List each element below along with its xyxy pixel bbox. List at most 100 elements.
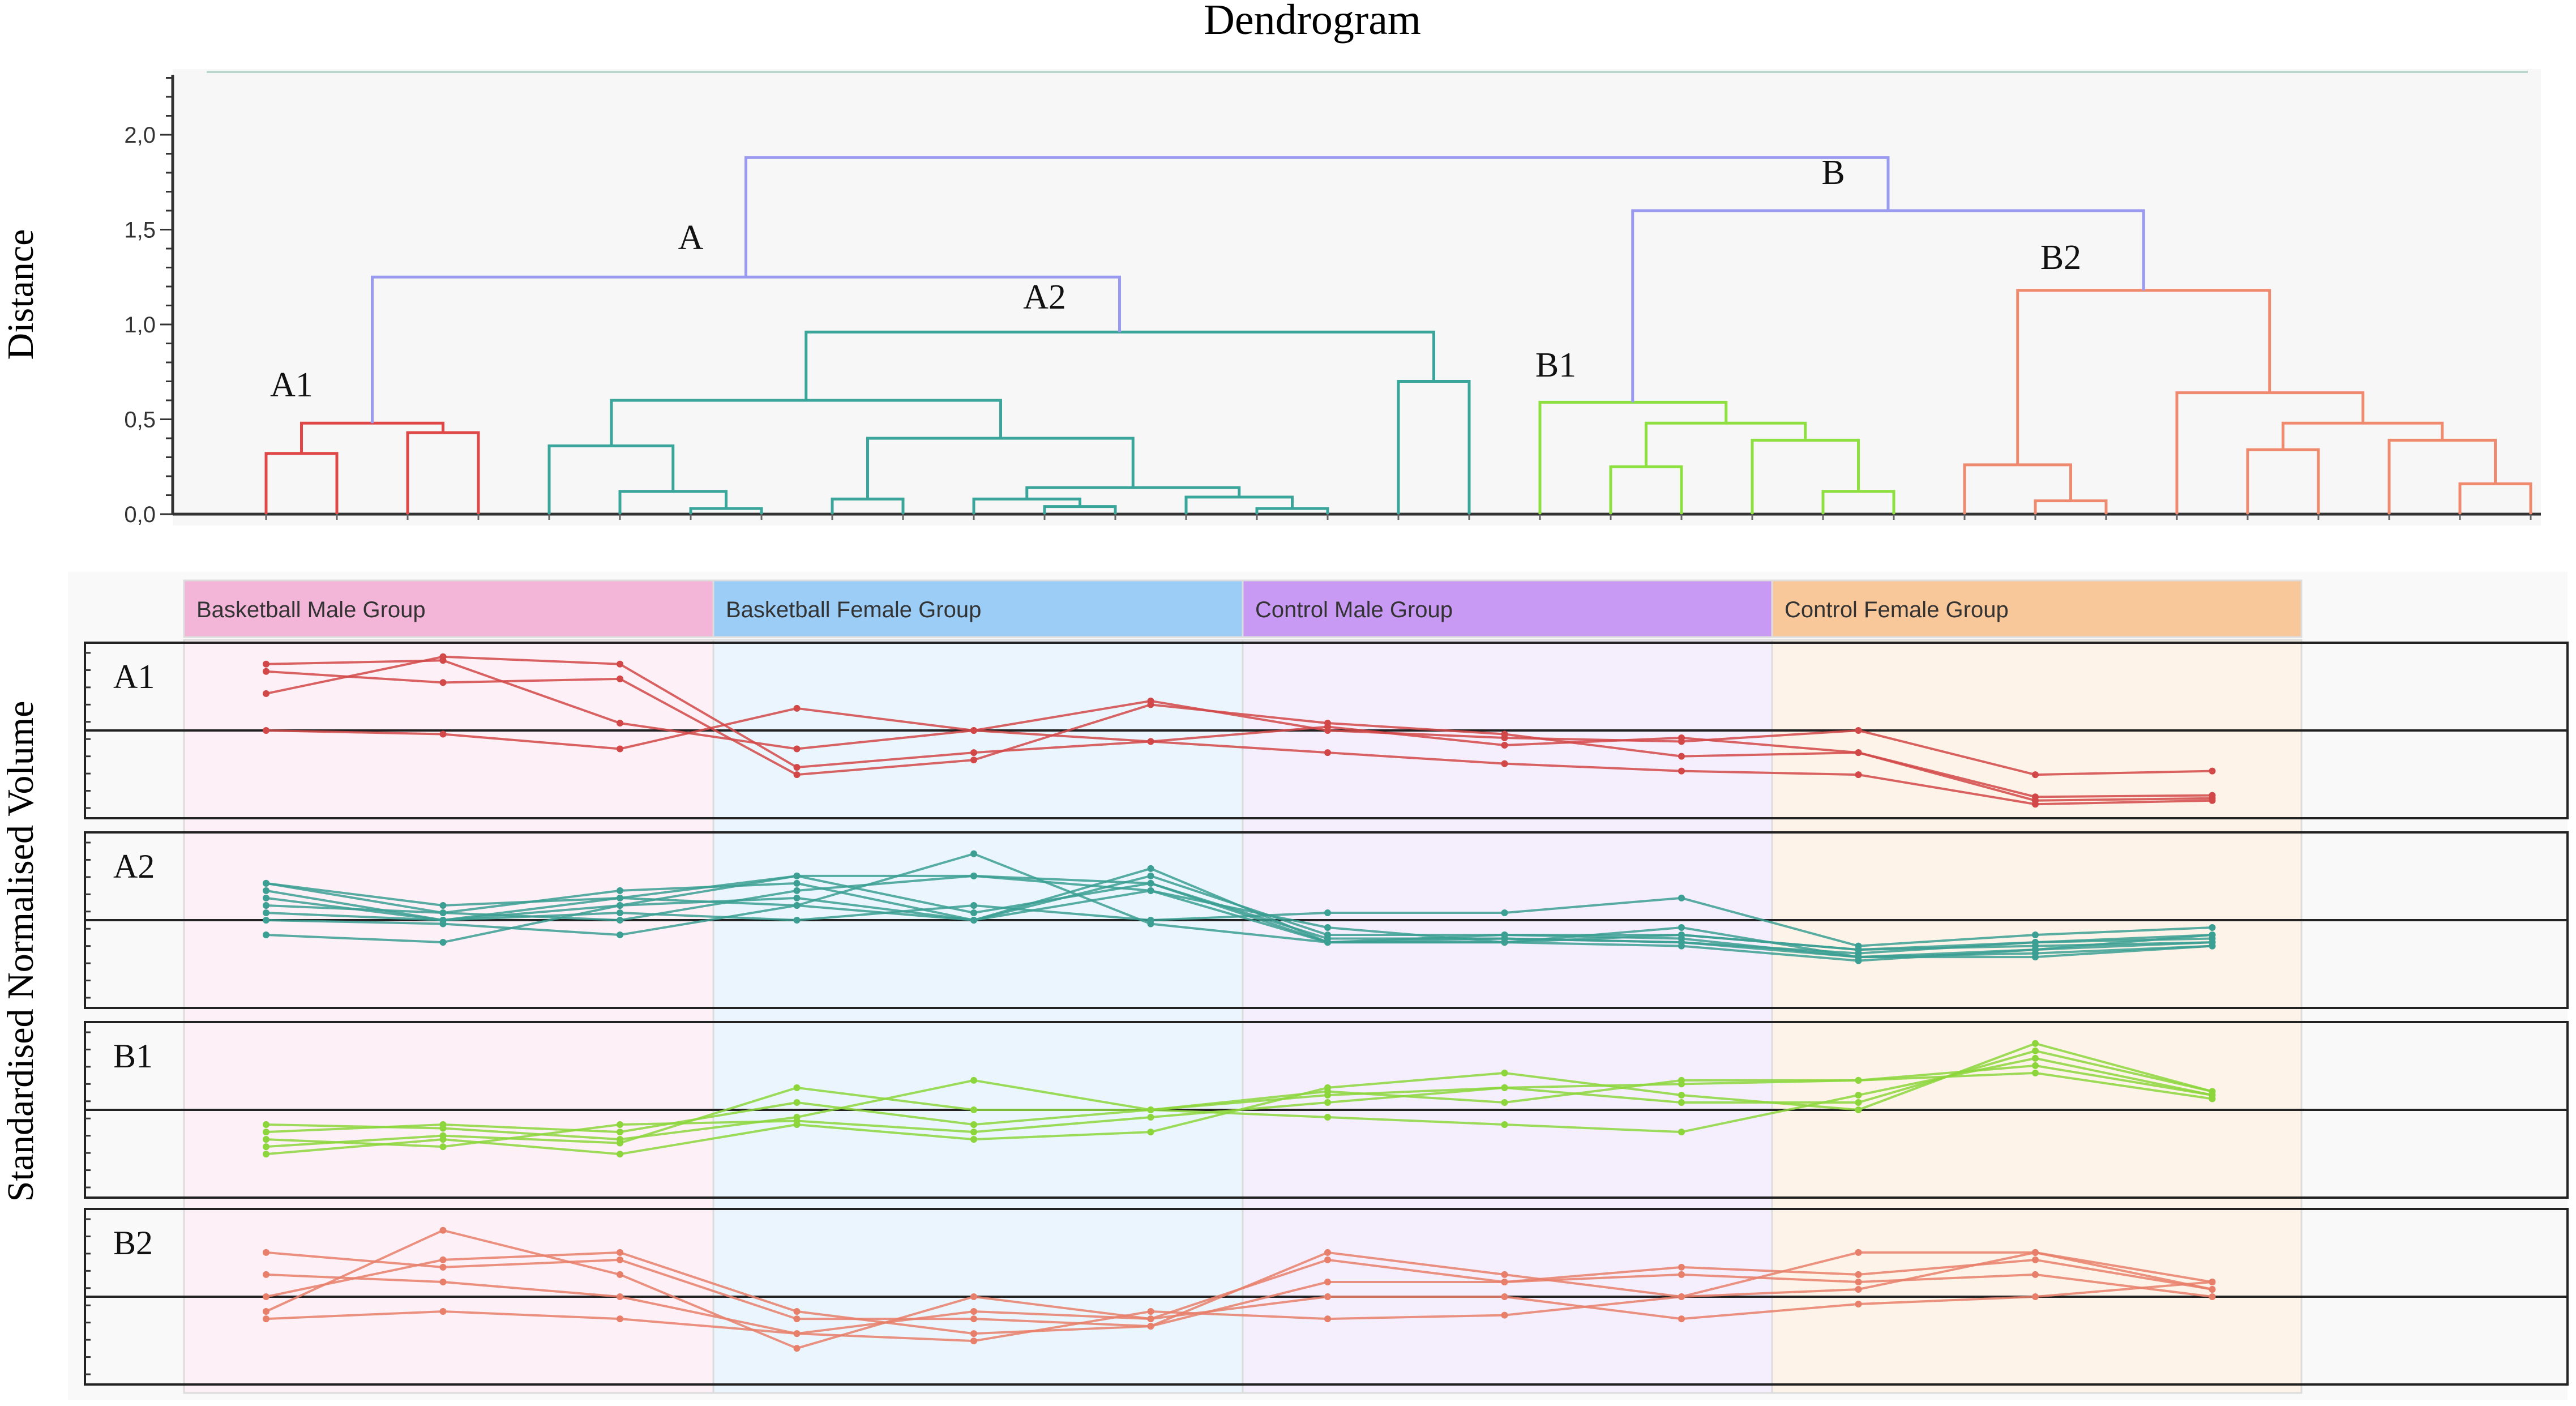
data-point — [1855, 946, 1862, 954]
data-point — [1147, 1129, 1154, 1136]
series-line — [266, 874, 2213, 951]
data-point — [263, 1121, 269, 1128]
data-point — [617, 931, 623, 938]
panel-label-a1: A1 — [113, 658, 155, 695]
data-point — [1501, 1271, 1508, 1278]
group-header-1 — [183, 579, 714, 638]
data-point — [2209, 767, 2216, 775]
data-point — [793, 704, 801, 712]
data-point — [970, 1129, 977, 1136]
data-point — [263, 1271, 269, 1278]
data-point — [1678, 1092, 1685, 1099]
data-point — [439, 1263, 447, 1271]
data-point — [1147, 887, 1154, 894]
data-point — [1324, 909, 1331, 916]
data-point — [793, 872, 801, 879]
data-point — [970, 749, 977, 757]
data-point — [1678, 753, 1685, 760]
dendrogram-title: Dendrogram — [1204, 0, 1421, 44]
data-point — [617, 1315, 623, 1323]
data-point — [1501, 1311, 1508, 1319]
data-point — [263, 931, 269, 938]
data-point — [1501, 1279, 1508, 1285]
data-point — [1678, 738, 1685, 745]
data-point — [439, 653, 447, 660]
data-point — [2209, 1279, 2216, 1285]
data-point — [1855, 1271, 1862, 1278]
dendrogram-y-tick-label: 2,0 — [124, 123, 156, 148]
data-point — [793, 745, 801, 753]
data-point — [2209, 931, 2216, 938]
data-point — [1678, 935, 1685, 942]
series-line — [266, 874, 2213, 959]
data-point — [263, 1293, 269, 1300]
data-point — [1501, 1084, 1508, 1091]
data-point — [1501, 1099, 1508, 1106]
group-header-3 — [1242, 579, 1773, 638]
data-point — [263, 1315, 269, 1323]
data-point — [439, 1226, 447, 1234]
group-column-bg — [712, 639, 1244, 1394]
data-point — [263, 668, 269, 675]
data-point — [2209, 924, 2216, 931]
data-point — [1678, 1099, 1685, 1106]
data-point — [1678, 1129, 1685, 1136]
data-point — [970, 1136, 977, 1143]
series-line — [266, 1229, 2213, 1350]
data-point — [1501, 909, 1508, 916]
data-point — [970, 902, 977, 909]
data-point — [1501, 931, 1508, 938]
cluster-label-a: A — [678, 219, 704, 257]
data-point — [263, 727, 269, 734]
dendrogram-background — [173, 69, 2541, 525]
data-point — [617, 1271, 623, 1278]
cluster-label-b1: B1 — [1535, 346, 1576, 384]
data-point — [617, 1129, 623, 1136]
data-point — [1324, 1114, 1331, 1121]
data-point — [263, 660, 269, 668]
data-point — [439, 1136, 447, 1143]
data-point — [1855, 957, 1862, 964]
data-point — [793, 879, 801, 887]
data-point — [970, 1337, 977, 1345]
cluster-label-b: B — [1821, 153, 1845, 192]
data-point — [1678, 1080, 1685, 1088]
data-point — [617, 1293, 623, 1300]
data-point — [970, 727, 977, 734]
data-point — [617, 917, 623, 924]
data-point — [793, 887, 801, 894]
dendrogram-y-tick-label: 0,0 — [124, 502, 156, 527]
data-point — [1855, 1076, 1862, 1084]
data-point — [439, 1308, 447, 1315]
series-line — [266, 699, 2213, 776]
data-point — [263, 690, 269, 697]
data-point — [1678, 1315, 1685, 1323]
data-point — [2209, 794, 2216, 802]
data-point — [617, 902, 623, 909]
dendrogram-y-tick-label: 1,5 — [124, 218, 156, 243]
data-point — [1501, 760, 1508, 767]
group-header-label: Control Male Group — [1255, 597, 1453, 622]
data-point — [617, 887, 623, 894]
series-line — [266, 852, 2213, 955]
data-point — [263, 1151, 269, 1158]
data-point — [1501, 939, 1508, 946]
data-point — [970, 872, 977, 879]
data-point — [617, 675, 623, 682]
data-point — [1147, 920, 1154, 928]
data-point — [1147, 865, 1154, 872]
data-point — [617, 1151, 623, 1158]
data-point — [793, 902, 801, 909]
data-point — [793, 1315, 801, 1323]
group-header-label: Basketball Male Group — [196, 597, 426, 622]
data-point — [617, 909, 623, 916]
data-point — [263, 917, 269, 924]
data-point — [2032, 1293, 2039, 1300]
data-point — [2032, 1062, 2039, 1069]
data-point — [2032, 1249, 2039, 1256]
dendrogram-plot: 0,0 0,5 1,0 1,5 2,0 A B A1 A2 B1 B2 — [124, 69, 2541, 527]
data-point — [793, 1121, 801, 1128]
data-point — [439, 1143, 447, 1151]
data-point — [263, 879, 269, 887]
